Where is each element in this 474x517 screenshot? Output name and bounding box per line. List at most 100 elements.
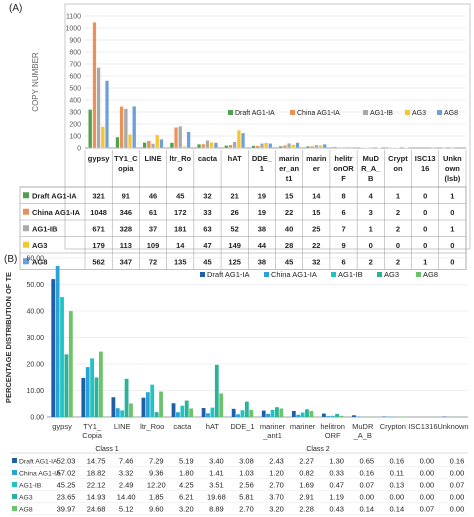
panel-a-category-label: marin [306,154,327,163]
panel-a-label: (A) [9,3,22,14]
panel-a-table-cell: 149 [228,241,241,250]
panel-a-bar [213,142,218,149]
panel-b-category-label: hAT [206,422,220,431]
panel-b-bar [305,409,309,417]
panel-b-table-cell: 9.60 [149,505,164,514]
panel-b-table-swatch [12,506,17,511]
panel-b-bar [145,392,150,417]
panel-a-bar [115,136,120,149]
panel-b-category-label: cacta [173,422,192,431]
panel-a-category-label: Unkn [443,154,462,163]
panel-a-table-row-label: AG8 [32,257,47,266]
panel-b-table-cell: 5.12 [119,505,134,514]
panel-a-bar [128,134,132,149]
panel-a-bar [146,140,151,149]
panel-b-table-cell: 2.43 [269,457,284,466]
panel-b-table-cell: 8.89 [209,505,224,514]
panel-b-table-cell: 3.08 [239,457,254,466]
panel-a-table-cell: 1 [450,224,454,233]
panel-a-table-row-label: Draft AG1-IA [32,191,77,200]
panel-b-table-cell: 3.32 [119,469,134,478]
panel-b-bar [214,364,219,417]
panel-b-table-cell: 24.68 [87,505,106,514]
panel-b-bar [266,413,271,417]
panel-a-ytick-label: 700 [69,62,81,69]
panel-a-bar [224,145,229,149]
panel-a-table-cell: 2 [369,257,373,266]
panel-b-bar [261,410,266,417]
panel-a-bar [322,144,327,149]
panel-b-table-swatch [12,482,17,487]
panel-b-bar [85,367,90,417]
panel-b-bar [159,391,163,417]
panel-a-table-cell: 562 [92,257,105,266]
panel-b-table-cell: 0.07 [359,481,374,490]
panel-b-bar [244,401,249,417]
panel-a-table-cell: 14 [176,241,185,250]
panel-a-table-cell: 21 [231,191,239,200]
panel-a-bar [318,145,323,149]
panel-b-table-cell: 45.25 [57,481,76,490]
panel-a-table-cell: 328 [120,224,133,233]
panel-a-table-swatch [23,258,29,265]
panel-a-table-swatch [23,208,29,215]
panel-b-bar [99,351,103,417]
panel-a-ytick-label: 600 [69,74,81,81]
panel-a-category-label: gypsy [88,154,111,163]
panel-a-table-cell: 45 [176,191,184,200]
panel-b-category-label: DDE_1 [230,422,254,431]
panel-b-table-cell: 1.69 [299,481,314,490]
panel-b-bar [176,412,180,417]
panel-a-category-label: cacta [198,154,218,163]
panel-a-bar [151,143,155,149]
panel-b-bar [330,415,335,417]
panel-a-table-cell: 0 [450,257,454,266]
panel-b-table-cell: 0.00 [420,457,435,466]
panel-b-bar [55,265,60,417]
panel-b-ytick-label: 30.00 [26,335,44,342]
panel-b-bar [270,409,275,417]
panel-b-table-cell: 0.00 [420,469,435,478]
panel-b-legend-swatch [264,272,269,277]
panel-a-table-row-label: AG1-IB [32,224,58,233]
panel-a-ytick-label: 1000 [65,26,81,33]
panel-a-bar [123,108,128,149]
panel-a-ytick-label: 900 [69,38,81,45]
panel-b-table-cell: 5.81 [239,493,254,502]
panel-a-legend-label: AG8 [444,110,458,117]
panel-a-legend-swatch [363,110,368,115]
panel-b-category-label: _A_B [353,431,372,440]
panel-b-bar [81,377,86,417]
panel-b-table-cell: 2.70 [239,505,254,514]
panel-b-table-cell: 2.28 [299,505,314,514]
panel-b-table-cell: 2.56 [239,481,254,490]
panel-b-table-cell: 0.13 [390,481,405,490]
panel-a-table-cell: 9 [341,241,345,250]
panel-b-ytick-label: 10.00 [26,388,44,395]
panel-a-table-cell: 109 [147,241,160,250]
panel-a-bar [255,145,260,149]
panel-b-table-cell: 0.00 [420,493,435,502]
panel-b-table-cell: 39.97 [57,505,76,514]
panel-a-category-label: t1 [286,174,293,183]
panel-b-table-cell: 2.27 [299,457,314,466]
panel-b-table-row-label: Draft AG1-IA [19,459,58,466]
panel-a-bar [155,134,160,149]
panel-a-category-label: DDE_ [252,154,273,163]
panel-a-table-cell: 22 [312,241,320,250]
panel-b-bar [339,415,344,417]
panel-a-category-label: 16 [421,164,429,173]
panel-b-table-cell: 3.70 [269,493,284,502]
panel-a-ytick-label: 500 [69,86,81,93]
panel-a-table-cell: 172 [174,208,187,217]
panel-a-table-cell: 1 [450,191,454,200]
panel-b-table-cell: 0.00 [450,493,465,502]
panel-a-bar [333,146,338,149]
panel-b-table-cell: 0.14 [390,505,405,514]
panel-a-category-label: (lsb) [444,174,460,183]
panel-a-table-cell: 22 [285,208,293,217]
panel-a-ytick-label: 200 [69,122,81,129]
panel-b-legend-label: AG3 [384,270,399,279]
panel-b-table-cell: 0.16 [450,457,465,466]
panel-a-table-swatch [23,241,29,248]
